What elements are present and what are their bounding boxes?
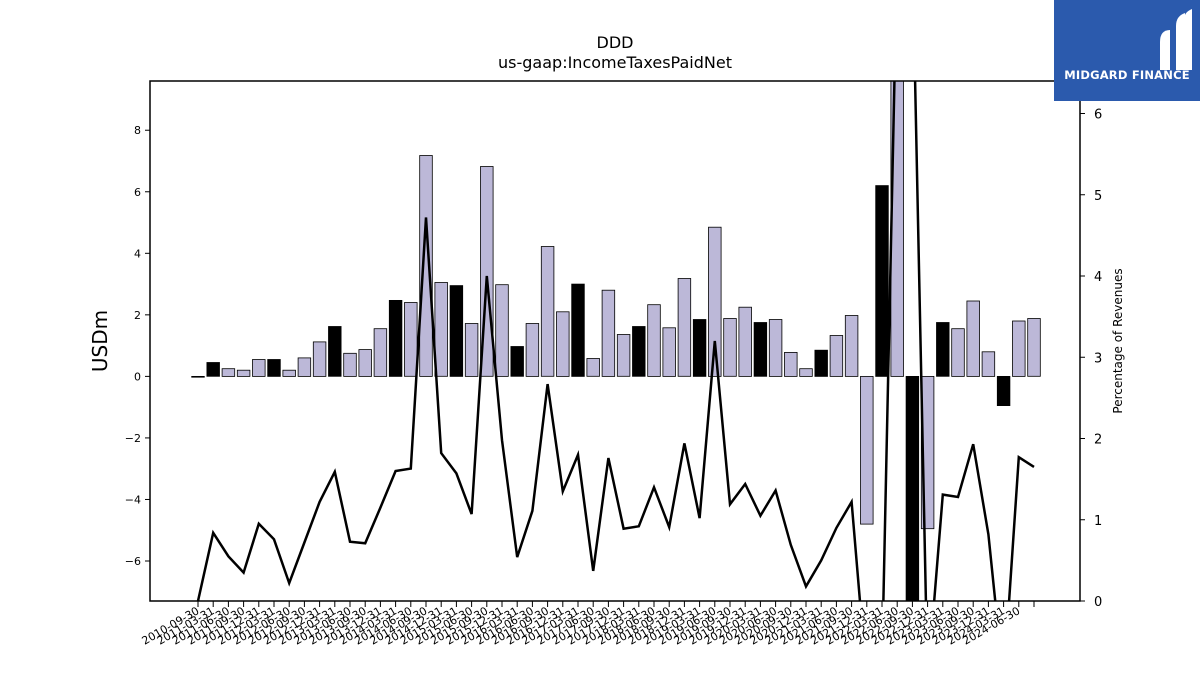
y-tick-label: 6 xyxy=(134,186,141,199)
bar xyxy=(632,326,646,377)
line-series xyxy=(196,81,1035,601)
bar xyxy=(829,335,844,377)
series-line xyxy=(196,81,1035,601)
y-tick-label: 0 xyxy=(134,370,141,383)
bar xyxy=(312,341,327,377)
bar xyxy=(388,299,403,377)
bar xyxy=(662,327,676,377)
y-tick-label: −2 xyxy=(125,432,141,445)
y-axis-label: USDm xyxy=(88,310,112,372)
bar xyxy=(905,375,920,601)
bar xyxy=(571,283,585,377)
bar xyxy=(252,359,266,377)
bar xyxy=(586,358,600,377)
bar xyxy=(768,319,783,377)
bar xyxy=(495,284,509,377)
logo-mark-icon xyxy=(1160,9,1192,70)
bar xyxy=(951,328,965,377)
y2-tick-label: 4 xyxy=(1094,270,1102,285)
bar xyxy=(1027,318,1041,377)
logo-text: MIDGARD FINANCE xyxy=(1064,68,1190,82)
bar xyxy=(540,246,555,377)
bar xyxy=(404,302,418,377)
bar xyxy=(784,351,798,377)
bar xyxy=(358,349,372,377)
y2-tick-label: 3 xyxy=(1094,351,1102,366)
x-axis: 2010-09-302011-03-312011-06-302011-09-30… xyxy=(140,601,1035,648)
bar xyxy=(996,375,1011,406)
bar xyxy=(677,278,692,377)
bar xyxy=(464,323,479,377)
bar xyxy=(616,334,631,377)
bar xyxy=(844,315,859,377)
y-tick-label: −4 xyxy=(125,493,141,506)
bar xyxy=(449,285,464,377)
bar xyxy=(860,375,874,525)
chart-subtitle: us-gaap:IncomeTaxesPaidNet xyxy=(498,53,732,72)
bar-series xyxy=(191,81,1041,601)
y2-tick-label: 0 xyxy=(1094,595,1102,610)
bar xyxy=(206,362,220,377)
bar xyxy=(373,328,388,377)
y2-tick-label: 2 xyxy=(1094,433,1102,448)
y-tick-label: −6 xyxy=(125,555,141,568)
y2-tick-label: 6 xyxy=(1094,108,1102,123)
bar xyxy=(753,322,768,377)
bar xyxy=(419,155,433,377)
bar xyxy=(328,326,342,377)
chart-title: DDD xyxy=(597,33,634,52)
bar xyxy=(647,304,661,377)
bar xyxy=(708,226,722,377)
midgard-finance-logo: MIDGARD FINANCE xyxy=(1054,0,1200,101)
bar xyxy=(814,349,828,377)
bar xyxy=(601,289,616,377)
y-tick-label: 2 xyxy=(134,309,141,322)
bar xyxy=(936,322,950,377)
bar xyxy=(191,375,205,378)
bar xyxy=(525,323,540,377)
bar xyxy=(343,352,357,377)
bar xyxy=(556,311,570,377)
bar xyxy=(297,357,312,377)
y-tick-label: 8 xyxy=(134,124,141,137)
y2-axis-label: Percentage of Revenues xyxy=(1111,268,1125,413)
y2-tick-label: 1 xyxy=(1094,514,1102,529)
bar xyxy=(221,368,236,377)
bar xyxy=(282,369,296,377)
y2-tick-label: 5 xyxy=(1094,189,1102,204)
bar xyxy=(981,351,996,377)
bar xyxy=(434,282,448,377)
y-tick-label: 4 xyxy=(134,247,141,260)
bar xyxy=(799,368,813,377)
bar xyxy=(236,369,251,377)
bar xyxy=(966,300,980,377)
bar xyxy=(738,306,752,377)
y-axis: −6 −4 −2 0 2 4 6 8 xyxy=(125,124,150,568)
bar xyxy=(267,359,281,377)
plot-frame xyxy=(149,80,1081,602)
bar xyxy=(723,318,737,377)
bar xyxy=(692,319,707,377)
bar xyxy=(1012,320,1026,377)
bar xyxy=(510,346,524,377)
y2-axis: 0 1 2 3 4 5 6 xyxy=(1080,108,1102,610)
bar xyxy=(875,185,889,377)
